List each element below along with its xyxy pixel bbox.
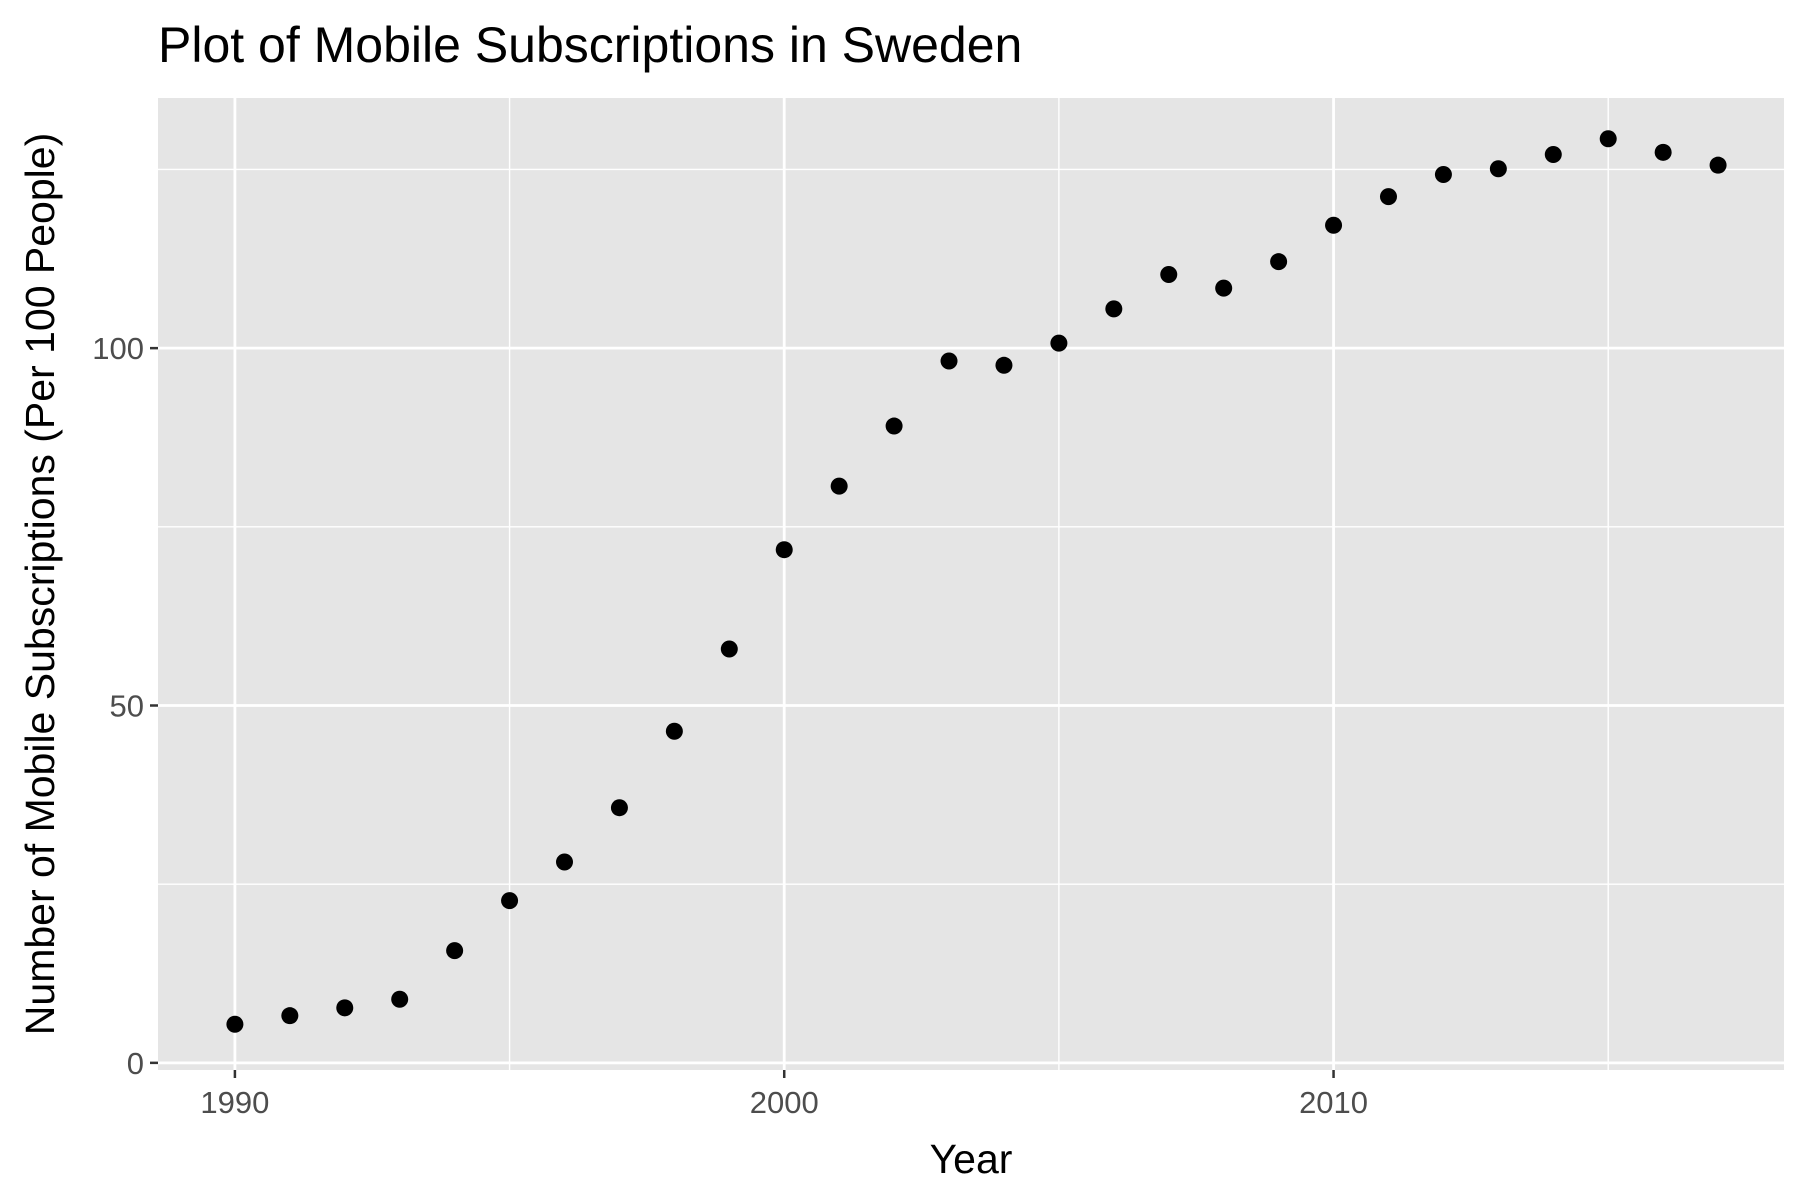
data-point — [446, 942, 464, 960]
data-point — [830, 477, 848, 495]
data-point — [1434, 165, 1452, 183]
plot-panel — [158, 98, 1784, 1070]
data-point — [720, 640, 738, 658]
data-point — [1325, 216, 1343, 234]
x-axis: 1990 2000 2010 — [200, 1070, 1368, 1120]
data-point — [281, 1007, 299, 1025]
x-tick-label: 2010 — [1299, 1085, 1368, 1120]
x-tick-label: 2000 — [750, 1085, 819, 1120]
data-point — [665, 722, 683, 740]
data-point — [1105, 300, 1123, 318]
data-point — [501, 892, 519, 910]
data-point — [1489, 160, 1507, 178]
y-tick-label: 100 — [92, 331, 144, 366]
data-point — [1160, 266, 1178, 284]
x-axis-label: Year — [930, 1136, 1013, 1182]
data-point — [995, 356, 1013, 374]
data-point — [775, 541, 793, 559]
data-point — [1050, 334, 1068, 352]
data-point — [1654, 143, 1672, 161]
data-point — [940, 352, 958, 370]
data-point — [885, 417, 903, 435]
data-point — [1544, 145, 1562, 163]
data-point — [1599, 130, 1617, 148]
y-tick-label: 0 — [127, 1046, 144, 1081]
y-tick-label: 50 — [110, 689, 144, 724]
data-point — [336, 999, 354, 1017]
y-axis: 0 50 100 — [92, 331, 158, 1081]
data-point — [610, 799, 628, 817]
data-points — [226, 130, 1727, 1033]
chart-title: Plot of Mobile Subscriptions in Sweden — [158, 17, 1022, 73]
data-point — [1379, 188, 1397, 206]
major-gridlines — [158, 98, 1784, 1070]
minor-gridlines — [158, 98, 1784, 1070]
x-tick-label: 1990 — [200, 1085, 269, 1120]
y-axis-label: Number of Mobile Subscriptions (Per 100 … — [17, 133, 63, 1035]
data-point — [391, 990, 409, 1008]
data-point — [1709, 156, 1727, 174]
data-point — [226, 1015, 244, 1033]
data-point — [1270, 253, 1288, 271]
data-point — [556, 853, 573, 871]
data-point — [1215, 279, 1233, 297]
